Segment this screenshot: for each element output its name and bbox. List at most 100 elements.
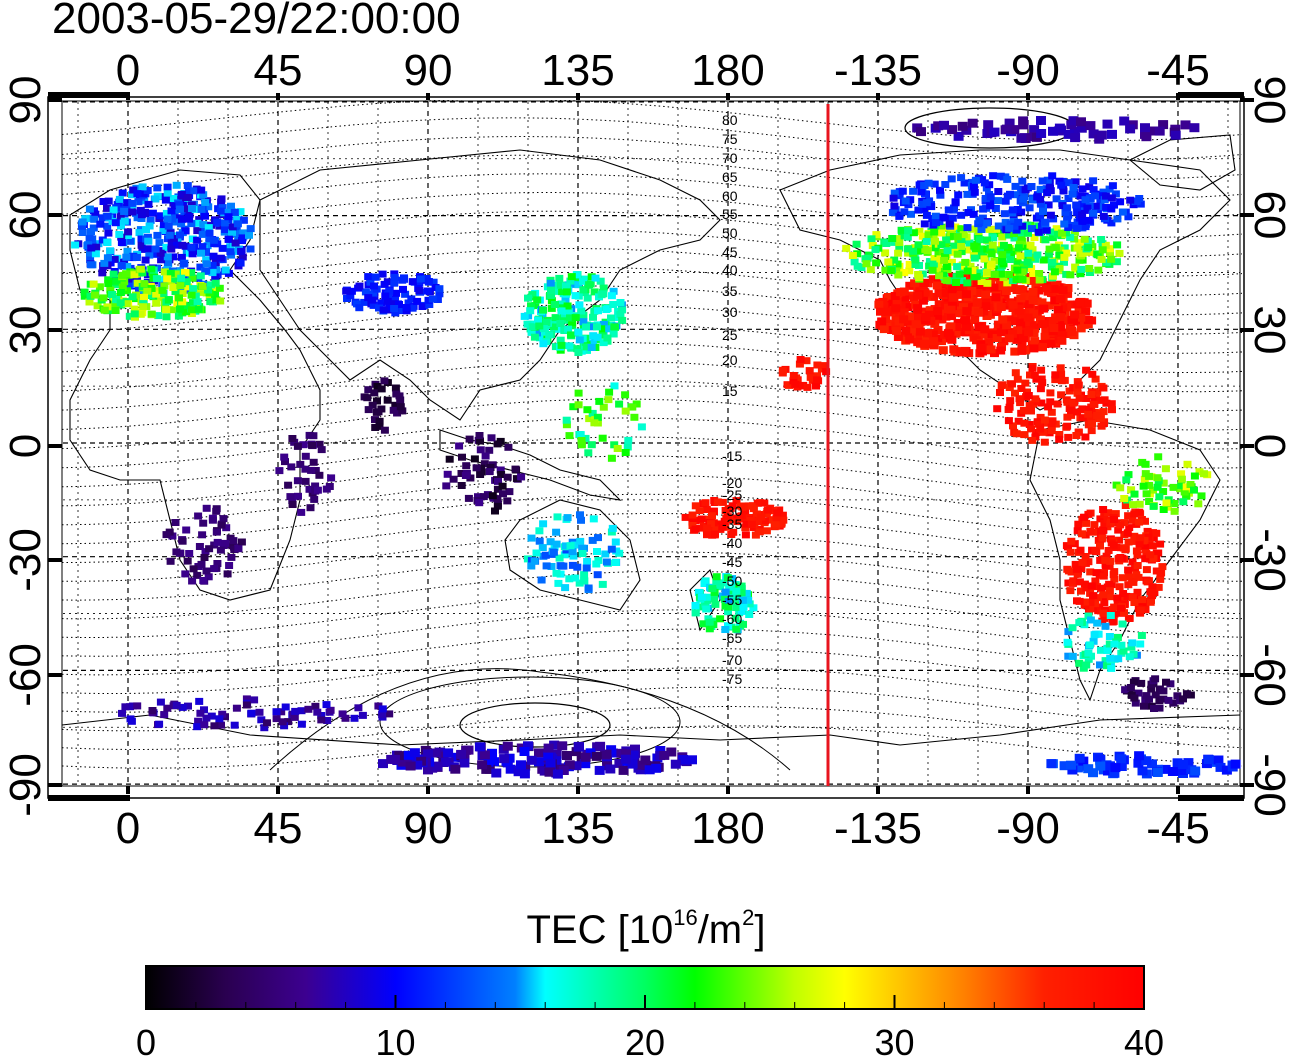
tec-pixel	[585, 415, 594, 423]
tec-pixel	[211, 279, 220, 287]
tec-pixel	[981, 297, 991, 306]
tec-pixel	[961, 258, 970, 266]
tec-pixel	[942, 276, 951, 284]
tec-pixel	[599, 403, 608, 411]
tec-pixel	[172, 548, 181, 556]
tec-pixel	[120, 278, 129, 286]
tec-pixel	[1001, 287, 1011, 295]
tec-pixel	[1164, 696, 1173, 704]
tec-pixel	[954, 191, 963, 199]
tec-pixel	[1068, 190, 1077, 198]
tec-pixel	[881, 249, 890, 257]
tec-pixel	[1025, 421, 1034, 428]
tec-pixel	[1170, 507, 1179, 515]
tec-pixel	[1075, 659, 1084, 667]
tec-pixel	[588, 339, 597, 347]
tec-pixel	[398, 407, 407, 415]
tec-pixel	[485, 446, 494, 454]
tec-pixel	[527, 534, 536, 542]
tec-pixel	[937, 241, 946, 249]
tec-pixel	[728, 593, 737, 601]
tec-pixel	[1195, 468, 1204, 476]
tec-pixel	[1055, 265, 1064, 272]
tec-pixel	[1011, 182, 1020, 190]
tec-pixel	[1073, 565, 1081, 573]
tec-pixel	[91, 210, 100, 218]
tec-pixel	[118, 189, 127, 197]
tec-pixel	[895, 192, 904, 200]
tec-pixel	[1002, 321, 1012, 330]
tec-pixel	[595, 741, 606, 751]
tec-pixel	[242, 701, 251, 709]
tec-pixel	[938, 265, 947, 273]
tec-pixel	[921, 313, 931, 321]
tec-pixel	[1142, 566, 1151, 574]
tec-pixel	[1177, 481, 1186, 489]
tec-pixel	[1124, 581, 1133, 589]
tec-pixel	[1101, 241, 1110, 249]
tec-pixel	[487, 748, 497, 758]
tec-pixel	[937, 229, 946, 237]
tec-pixel	[1125, 524, 1134, 532]
tec-pixel	[628, 403, 637, 411]
tec-pixel	[917, 188, 926, 196]
tec-pixel	[130, 271, 139, 279]
tec-pixel	[969, 210, 978, 218]
tec-pixel	[1014, 218, 1023, 226]
tec-pixel	[999, 241, 1008, 249]
tec-pixel	[413, 297, 422, 305]
tec-pixel	[962, 307, 972, 316]
tec-pixel	[346, 292, 355, 300]
tec-pixel	[920, 220, 929, 228]
tec-pixel	[598, 325, 607, 333]
tec-pixel	[1151, 675, 1160, 683]
tec-pixel	[1078, 530, 1086, 538]
tec-pixel	[933, 121, 944, 131]
tec-pixel	[1017, 339, 1027, 348]
right-tick	[1240, 213, 1254, 217]
tec-pixel	[1091, 547, 1100, 555]
tec-pixel	[557, 341, 566, 349]
tec-pixel	[942, 236, 951, 244]
tec-pixel	[1084, 612, 1093, 620]
tec-pixel	[1100, 418, 1109, 426]
tec-pixel	[1036, 212, 1045, 220]
tec-pixel	[245, 231, 253, 239]
tec-pixel	[78, 229, 87, 236]
tec-pixel	[601, 749, 612, 759]
tec-pixel	[1013, 206, 1022, 213]
tec-pixel	[947, 125, 958, 135]
tec-pixel	[900, 269, 909, 277]
tec-pixel	[1039, 208, 1047, 215]
tec-pixel	[143, 187, 152, 194]
tec-pixel	[577, 441, 586, 449]
tec-pixel	[1057, 377, 1066, 385]
tec-pixel	[517, 473, 526, 481]
tec-pixel	[583, 557, 592, 565]
tec-pixel	[123, 262, 132, 270]
left-tick	[48, 328, 62, 332]
tec-pixel	[969, 182, 978, 190]
tec-pixel	[408, 304, 417, 312]
tec-pixel	[537, 576, 546, 584]
tec-pixel	[472, 464, 481, 472]
tec-pixel	[593, 323, 601, 331]
tec-pixel	[546, 279, 555, 287]
tec-pixel	[740, 502, 749, 510]
map-inner-frame	[61, 100, 1241, 787]
tec-pixel	[178, 285, 187, 293]
tec-pixel	[594, 556, 603, 564]
tec-pixel	[1094, 266, 1103, 274]
tec-pixel	[1108, 618, 1117, 626]
tec-pixel	[424, 296, 433, 304]
tec-pixel	[132, 254, 141, 261]
tec-pixel	[721, 626, 730, 633]
tec-pixel	[1149, 534, 1158, 542]
tec-pixel	[922, 238, 931, 245]
tec-pixel	[903, 303, 913, 312]
tec-pixel	[217, 195, 226, 203]
tec-pixel	[795, 360, 804, 368]
tec-pixel	[144, 237, 153, 245]
tec-pixel	[985, 225, 994, 233]
tec-pixel	[1067, 765, 1078, 775]
